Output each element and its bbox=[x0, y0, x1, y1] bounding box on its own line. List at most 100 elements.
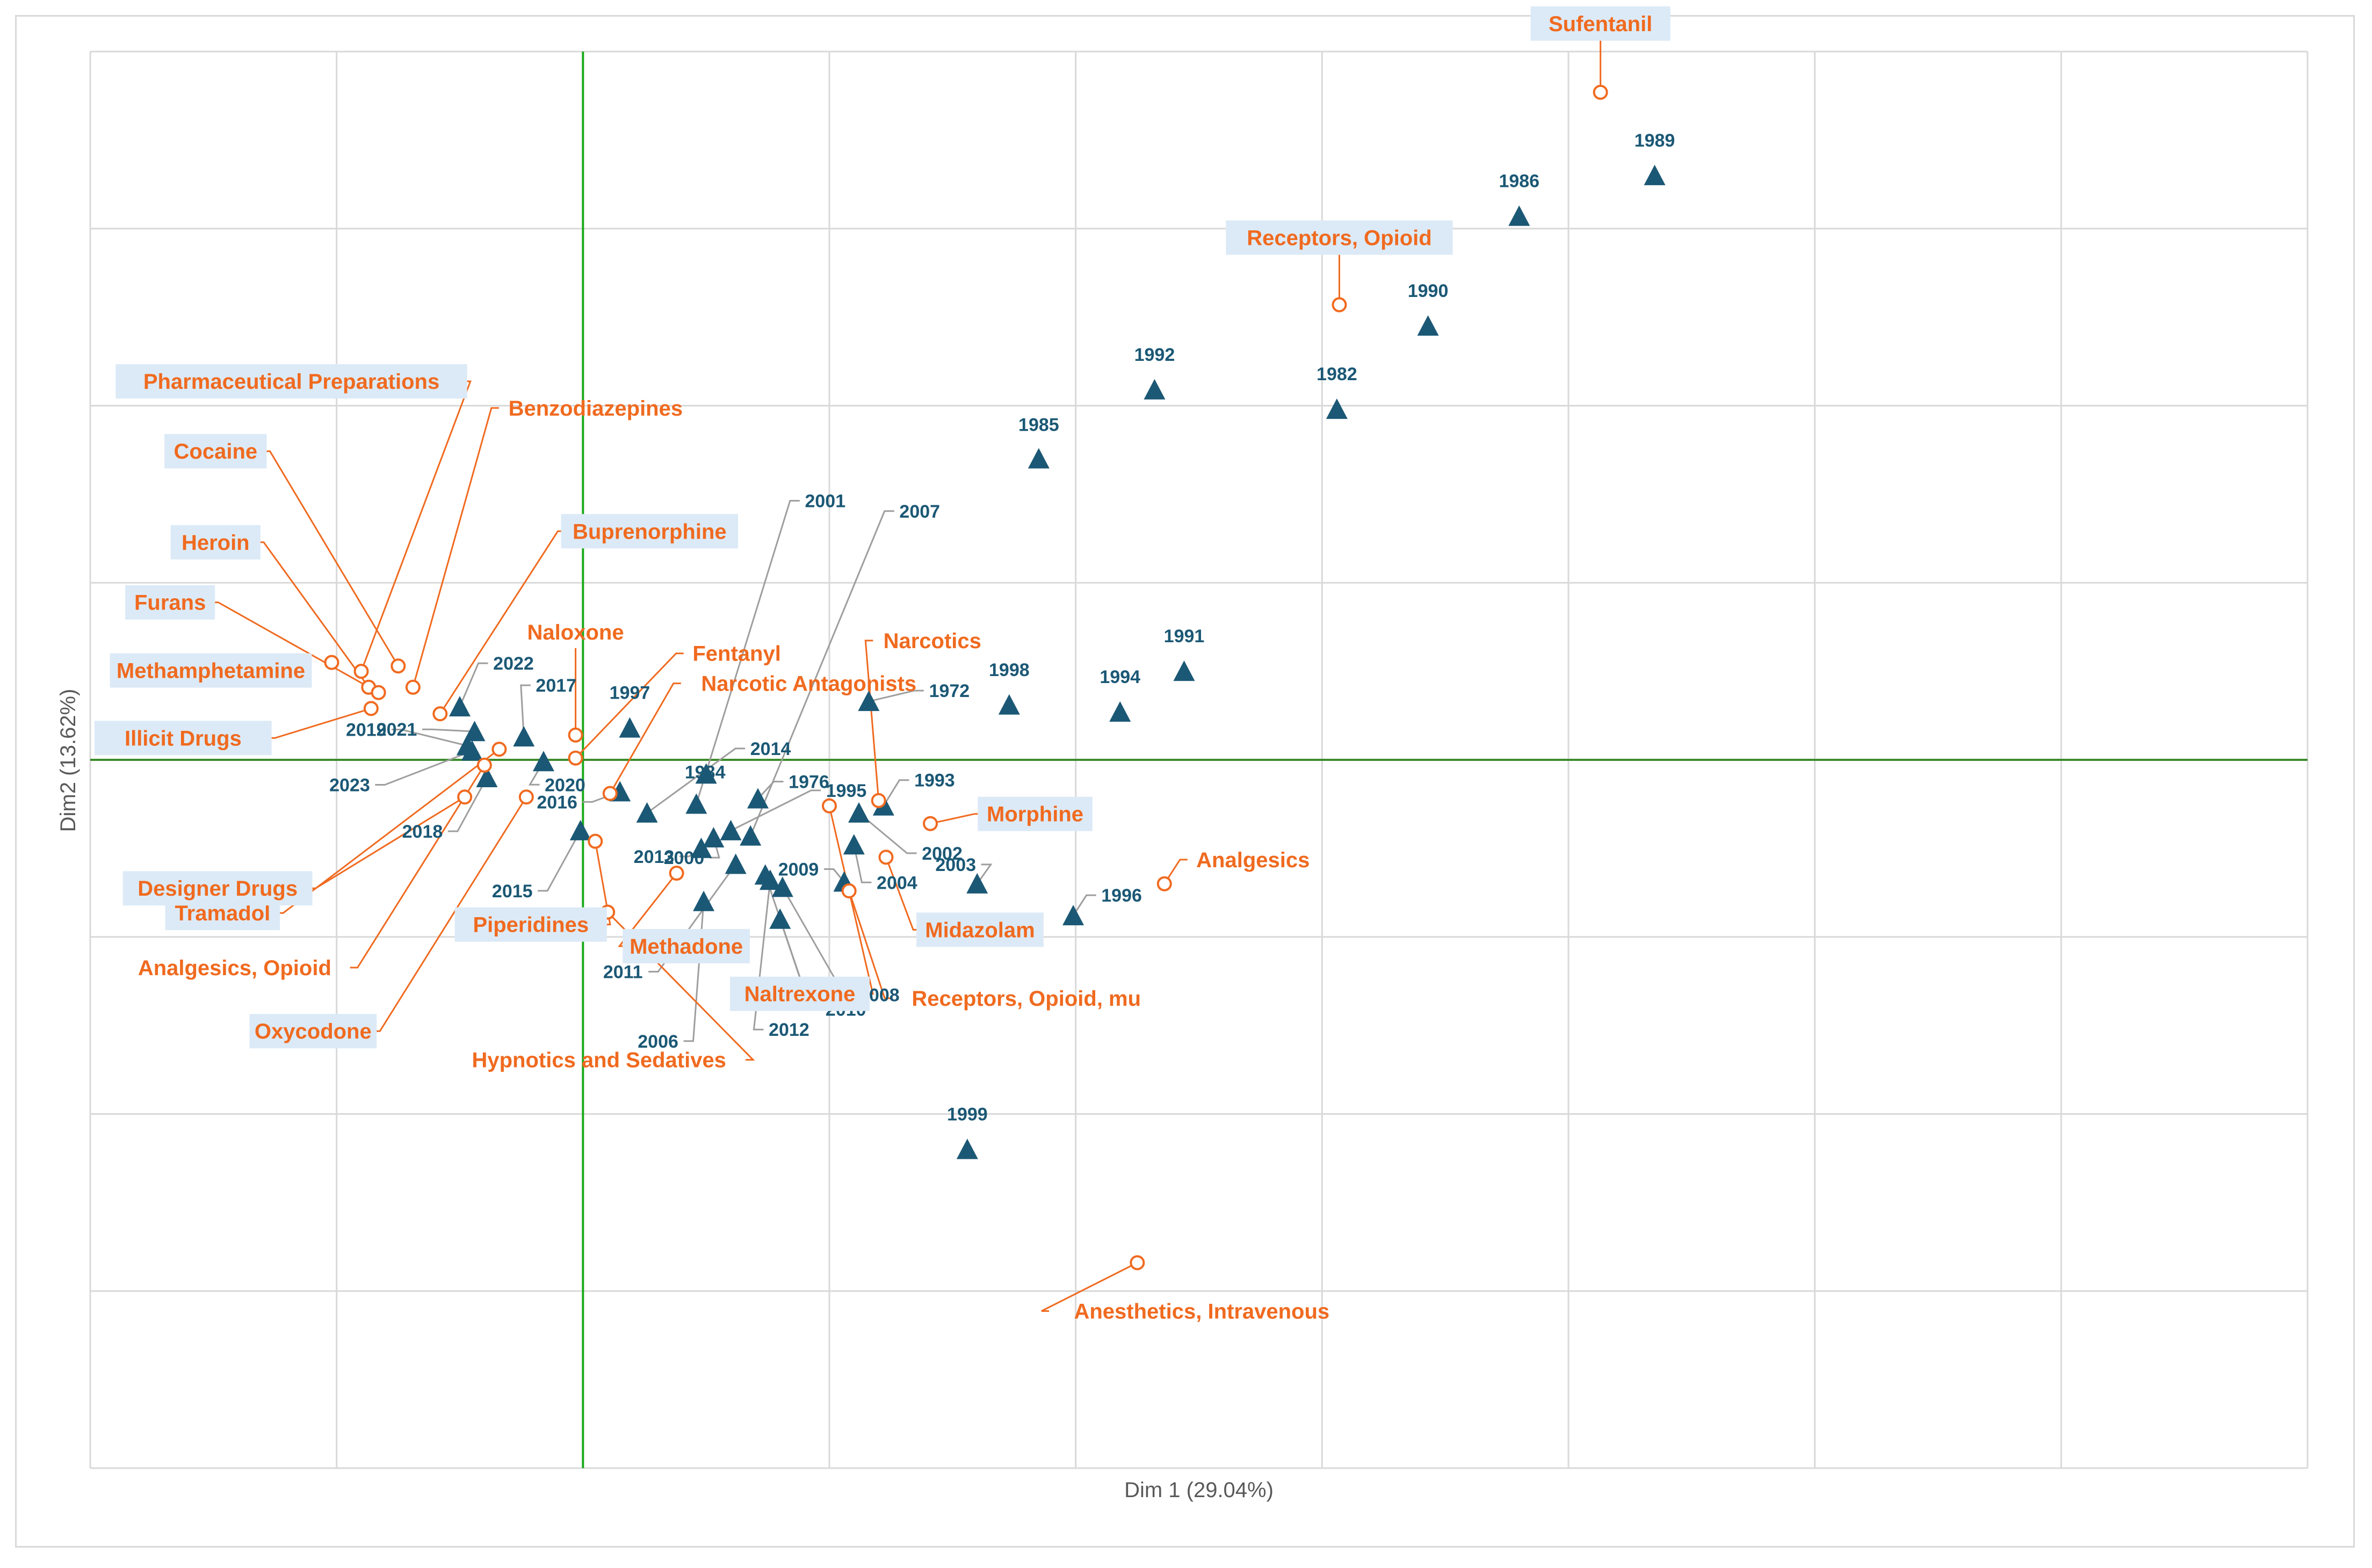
year-leader-2003 bbox=[976, 863, 993, 884]
term-leader-benzodiazepines bbox=[412, 407, 499, 688]
term-label-box-pharmaceutical-preparations bbox=[115, 364, 467, 399]
term-marker-methamphetamine bbox=[324, 655, 339, 670]
term-marker-narcotic-antagonists bbox=[602, 786, 618, 801]
year-label-2022: 2022 bbox=[493, 654, 534, 674]
year-marker-1982 bbox=[1326, 398, 1348, 419]
term-marker-analgesics-opioid bbox=[476, 757, 492, 773]
year-marker-1976 bbox=[747, 788, 769, 809]
year-marker-2015 bbox=[569, 819, 591, 840]
term-label-box-receptors-opioid bbox=[1226, 220, 1453, 255]
year-marker-2012 bbox=[759, 869, 781, 890]
year-marker-1990 bbox=[1417, 315, 1439, 336]
year-leader-1972 bbox=[869, 689, 924, 702]
term-marker-methadone bbox=[669, 866, 684, 881]
term-marker-fentanyl bbox=[568, 750, 583, 766]
term-marker-midazolam bbox=[878, 850, 894, 865]
year-leader-2023 bbox=[375, 750, 473, 786]
term-marker-furans bbox=[371, 685, 386, 700]
term-leader-narcotic-antagonists bbox=[609, 683, 681, 794]
year-label-2002: 2002 bbox=[922, 844, 963, 864]
zero-axes bbox=[90, 52, 2308, 1468]
term-marker-receptors-opioid-mu bbox=[841, 883, 857, 899]
year-leader-2017 bbox=[520, 684, 531, 737]
year-marker-2008 bbox=[771, 876, 793, 897]
year-marker-2013 bbox=[690, 837, 712, 858]
year-label-1985: 1985 bbox=[1018, 415, 1059, 435]
year-leader-2012 bbox=[753, 880, 771, 1030]
year-label-2007: 2007 bbox=[899, 502, 940, 522]
year-marker-1972 bbox=[858, 691, 880, 712]
term-marker-naloxone bbox=[568, 727, 583, 743]
year-leader-2001 bbox=[695, 499, 800, 804]
term-marker-buprenorphine bbox=[432, 706, 448, 722]
year-label-2013: 2013 bbox=[634, 847, 675, 867]
term-label-furans: Furans bbox=[134, 591, 206, 615]
chart-frame bbox=[15, 15, 2355, 1548]
year-marker-2020 bbox=[532, 751, 554, 772]
term-leader-pharmaceutical-preparations bbox=[360, 380, 472, 672]
term-leader-analgesics bbox=[1163, 859, 1188, 884]
year-leader-2022 bbox=[459, 662, 488, 707]
year-label-2006: 2006 bbox=[638, 1032, 678, 1052]
year-label-2020: 2020 bbox=[545, 775, 585, 795]
year-marker-1989 bbox=[1644, 164, 1666, 185]
year-leader-1996 bbox=[1072, 894, 1096, 916]
year-marker-2017 bbox=[513, 726, 535, 747]
data-labels: 1972 1976 1982 1984 1985 1986 1989 1990 1991 1992… bbox=[95, 6, 1675, 1323]
year-marker-1992 bbox=[1144, 379, 1166, 400]
term-label-box-midazolam bbox=[916, 912, 1044, 947]
year-label-1995: 1995 bbox=[826, 781, 867, 801]
term-label-analgesics: Analgesics bbox=[1196, 848, 1310, 872]
term-marker-tramadol bbox=[491, 742, 507, 757]
year-marker-1995 bbox=[720, 819, 742, 840]
term-label-box-buprenorphine bbox=[561, 514, 739, 549]
year-marker-2007 bbox=[740, 825, 762, 846]
year-label-2021: 2021 bbox=[377, 720, 417, 740]
year-marker-1999 bbox=[956, 1138, 978, 1159]
term-leader-midazolam bbox=[885, 856, 921, 931]
year-leader-2021 bbox=[422, 728, 475, 732]
year-label-2019: 2019 bbox=[346, 720, 387, 741]
year-label-2009: 2009 bbox=[778, 860, 819, 880]
term-marker-oxycodone bbox=[518, 789, 534, 805]
term-label-box-cocaine bbox=[164, 434, 267, 469]
year-label-2004: 2004 bbox=[877, 873, 917, 893]
term-label-buprenorphine: Buprenorphine bbox=[573, 520, 727, 543]
year-marker-1986 bbox=[1508, 205, 1530, 226]
term-label-box-oxycodone bbox=[249, 1014, 377, 1049]
term-marker-designer-drugs bbox=[457, 789, 473, 805]
year-marker-2022 bbox=[449, 696, 471, 717]
term-label-heroin: Heroin bbox=[182, 531, 250, 555]
year-label-1998: 1998 bbox=[989, 660, 1030, 680]
term-leader-anesthetics-intravenous bbox=[1041, 1262, 1138, 1312]
year-leader-1995 bbox=[730, 789, 821, 832]
term-label-sufentanil: Sufentanil bbox=[1549, 12, 1652, 36]
year-marker-2011 bbox=[725, 853, 747, 874]
term-label-cocaine: Cocaine bbox=[174, 440, 258, 463]
year-marker-2001 bbox=[685, 793, 707, 814]
year-label-1976: 1976 bbox=[789, 772, 829, 793]
year-leader-2002 bbox=[858, 812, 917, 854]
year-label-1990: 1990 bbox=[1408, 281, 1449, 301]
term-label-box-designer-drugs bbox=[122, 871, 313, 906]
year-leader-2019 bbox=[392, 729, 468, 747]
term-label-narcotics: Narcotics bbox=[884, 629, 981, 653]
term-label-designer-drugs: Designer Drugs bbox=[138, 877, 298, 901]
term-label-pharmaceutical-preparations: Pharmaceutical Preparations bbox=[143, 370, 439, 394]
year-marker-2023 bbox=[461, 740, 483, 761]
term-leader-designer-drugs bbox=[308, 796, 465, 889]
year-marker-1985 bbox=[1028, 448, 1050, 469]
year-label-1982: 1982 bbox=[1317, 364, 1357, 384]
year-marker-1991 bbox=[1173, 660, 1195, 681]
term-label-piperidines: Piperidines bbox=[473, 913, 589, 937]
year-marker-2005 bbox=[769, 908, 791, 929]
term-marker-receptors-opioid bbox=[1332, 297, 1347, 313]
term-marker-cocaine bbox=[390, 658, 406, 674]
term-label-box-methamphetamine bbox=[110, 653, 312, 688]
term-label-midazolam: Midazolam bbox=[925, 918, 1035, 942]
year-label-2018: 2018 bbox=[402, 822, 443, 842]
term-label-methamphetamine: Methamphetamine bbox=[117, 659, 305, 683]
term-label-naltrexone: Naltrexone bbox=[744, 983, 856, 1006]
term-marker-narcotics bbox=[871, 793, 886, 808]
